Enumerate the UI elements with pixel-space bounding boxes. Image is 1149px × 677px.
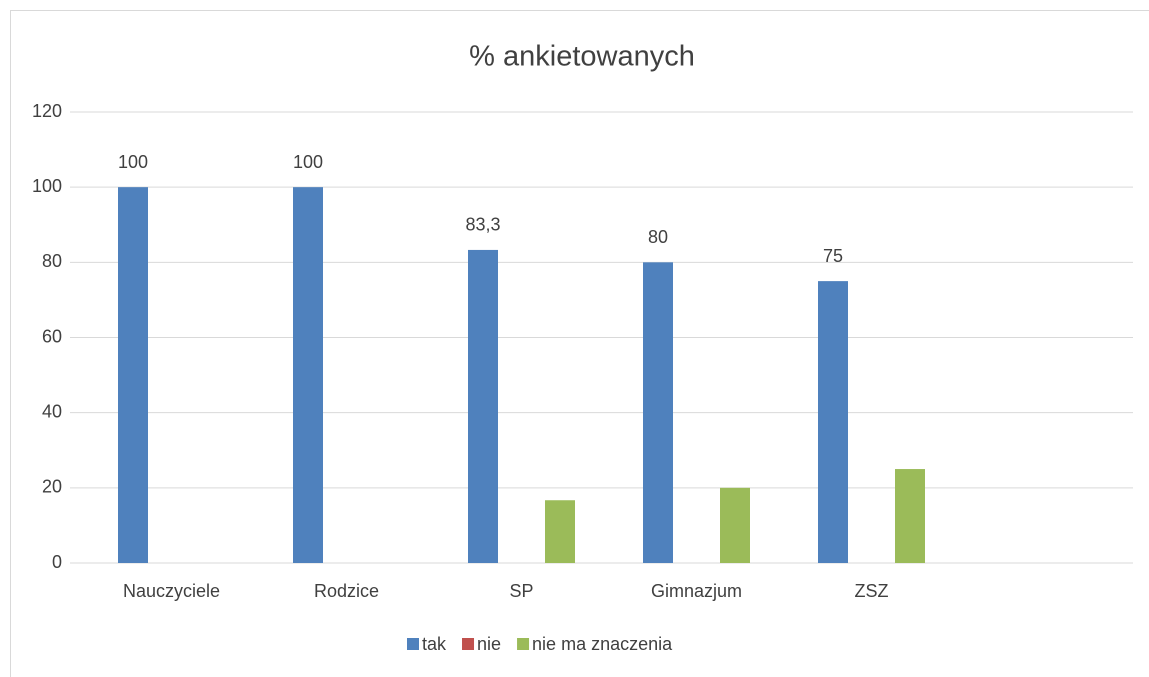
legend-swatch	[407, 638, 419, 650]
data-label: 100	[118, 152, 148, 172]
bar	[468, 249, 498, 563]
x-tick-label: Nauczyciele	[123, 581, 220, 601]
chart-frame	[10, 10, 1149, 677]
bar	[643, 262, 673, 563]
data-label: 75	[823, 246, 843, 266]
data-label: 83,3	[465, 215, 500, 235]
bar	[118, 187, 148, 563]
x-tick-label: SP	[509, 581, 533, 601]
x-tick-label: Rodzice	[314, 581, 379, 601]
bar	[293, 187, 323, 563]
y-tick-label: 80	[42, 251, 62, 271]
legend-swatch	[462, 638, 475, 650]
y-tick-label: 40	[42, 401, 62, 421]
legend-label: nie ma znaczenia	[532, 634, 673, 654]
legend-label: tak	[422, 634, 447, 654]
chart-title: % ankietowanych	[469, 41, 695, 73]
legend-label: nie	[477, 634, 501, 654]
y-tick-label: 0	[52, 552, 62, 572]
bar	[818, 281, 848, 563]
y-tick-label: 120	[32, 101, 62, 121]
y-tick-label: 60	[42, 326, 62, 346]
y-tick-label: 20	[42, 477, 62, 497]
y-tick-label: 100	[32, 176, 62, 196]
data-label: 100	[293, 152, 323, 172]
bar	[720, 487, 750, 563]
legend-swatch	[517, 638, 530, 650]
bar	[545, 500, 575, 563]
x-tick-label: ZSZ	[855, 581, 889, 601]
bar	[895, 469, 925, 563]
x-tick-label: Gimnazjum	[651, 581, 742, 601]
data-label: 80	[648, 227, 668, 247]
